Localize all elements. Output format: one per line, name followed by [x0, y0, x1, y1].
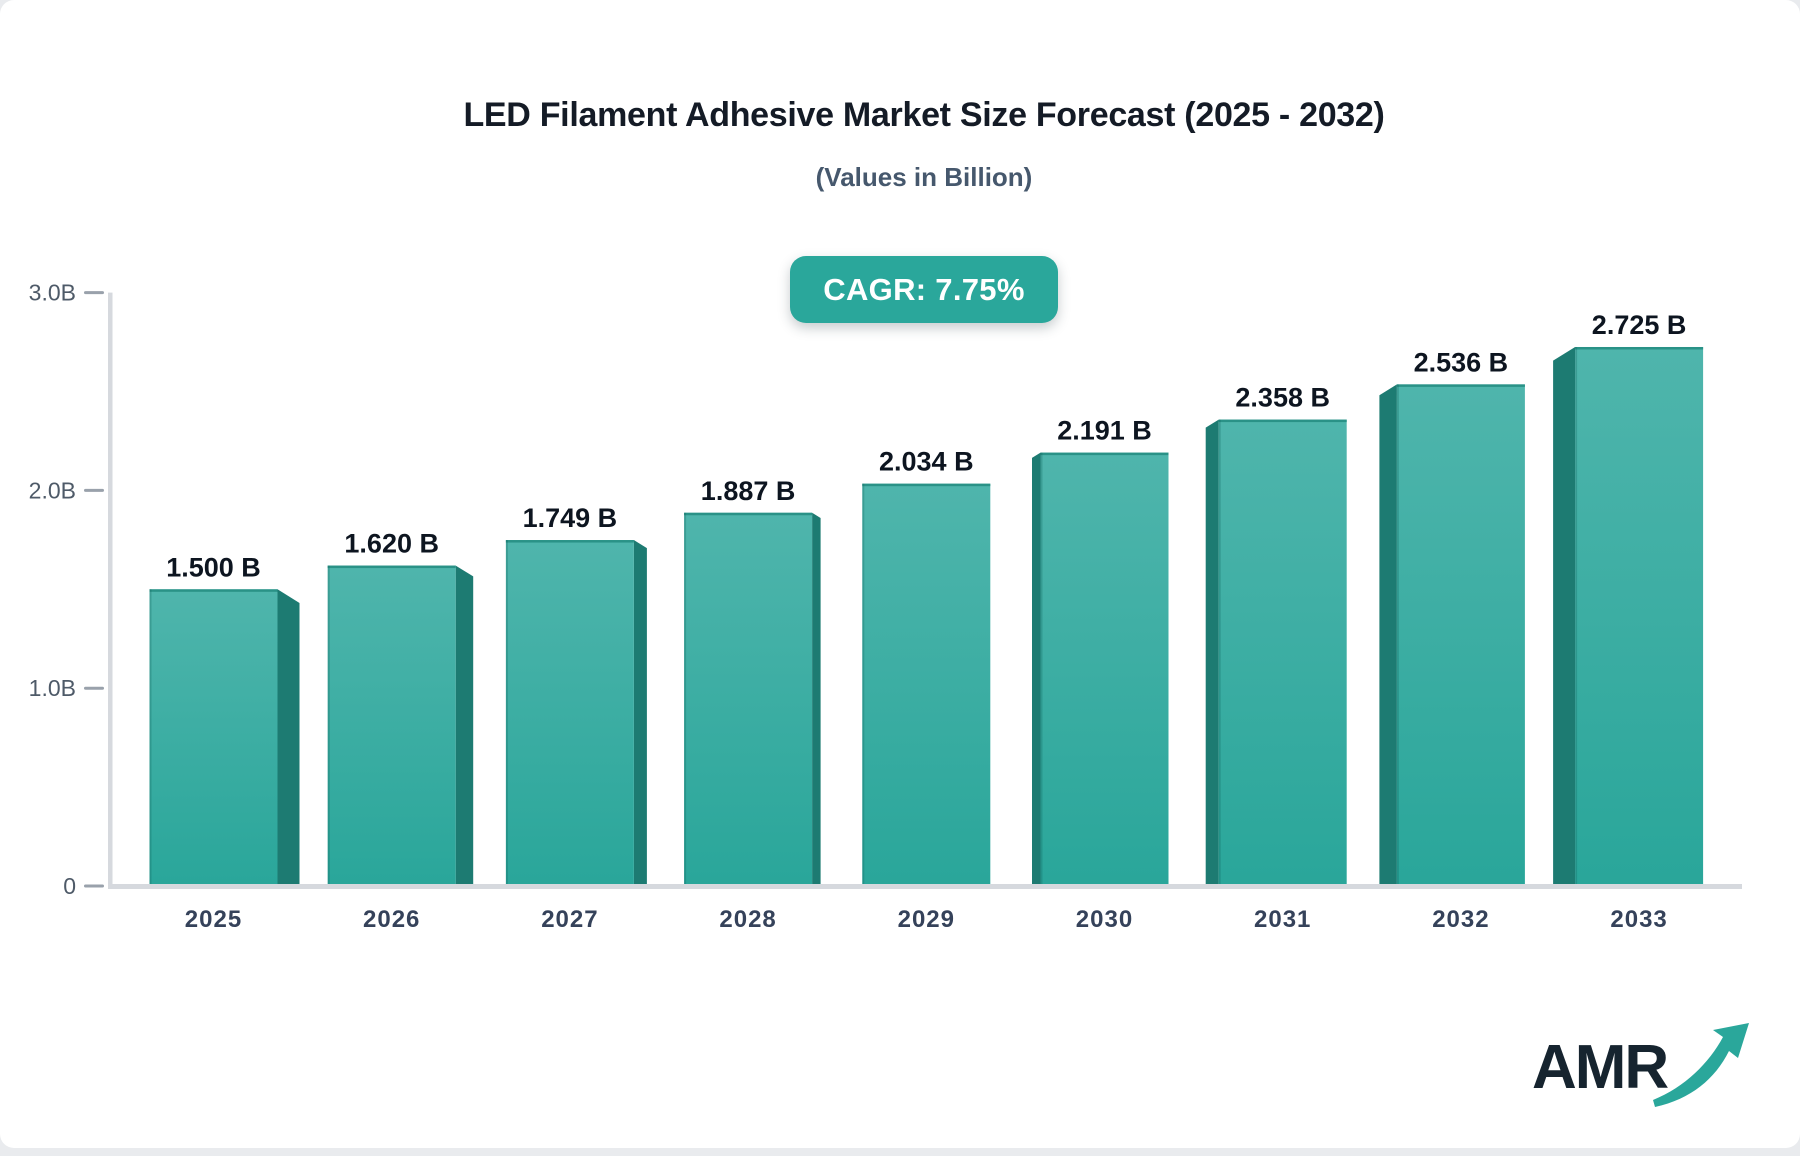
bar-top-edge: [684, 512, 813, 516]
bar-left-edge: [1218, 419, 1221, 889]
y-axis-line: [108, 292, 113, 890]
bar-value-label: 1.887 B: [701, 476, 796, 506]
y-axis-label: 1.0B: [29, 675, 76, 701]
bar-side-face: [1379, 384, 1397, 889]
bar-top-edge: [149, 589, 278, 592]
y-tick-dash: [84, 686, 104, 690]
bar-2030: 2.191 B: [1032, 416, 1169, 889]
y-tick-dash: [84, 488, 104, 492]
bar-face: [1218, 419, 1347, 889]
bar-2031: 2.358 B: [1205, 383, 1347, 889]
bar-face: [505, 540, 634, 889]
x-axis-label: 2033: [1610, 906, 1667, 933]
bar-2025: 1.500 B: [149, 552, 300, 889]
bar-left-edge: [1396, 384, 1399, 889]
bar-top-edge: [505, 540, 634, 543]
bar-side-face: [633, 540, 647, 889]
y-axis-label: 3.0B: [29, 280, 76, 306]
bar-value-label: 2.536 B: [1414, 347, 1509, 377]
bar-face: [1040, 452, 1169, 889]
bar-value-label: 2.034 B: [879, 447, 974, 477]
bar-face: [1575, 346, 1704, 889]
bar-face: [862, 483, 991, 889]
bar-value-label: 2.358 B: [1235, 383, 1330, 413]
bar-2033: 2.725 B: [1553, 310, 1704, 889]
bar-2028: 1.887 B: [684, 476, 821, 889]
bar-top-edge: [1575, 346, 1704, 350]
amr-logo-text: AMR: [1532, 1033, 1669, 1102]
x-axis-label: 2026: [363, 906, 420, 933]
amr-logo: AMR: [1532, 1023, 1765, 1108]
bar-top-edge: [1396, 384, 1525, 387]
chart-subtitle: (Values in Billion): [815, 162, 1033, 192]
y-tick-dash: [84, 884, 104, 888]
bar-2026: 1.620 B: [327, 529, 474, 889]
bar-left-edge: [1040, 452, 1043, 889]
bar-value-label: 1.749 B: [523, 503, 618, 533]
x-axis-label: 2029: [898, 906, 955, 933]
bar-face: [327, 565, 456, 889]
chart-title: LED Filament Adhesive Market Size Foreca…: [463, 96, 1385, 134]
bar-top-edge: [1218, 419, 1347, 423]
bar-side-face: [1032, 452, 1041, 889]
bar-left-edge: [505, 540, 508, 889]
bar-face: [684, 512, 813, 889]
bar-left-edge: [149, 589, 152, 889]
x-axis-label: 2025: [185, 906, 242, 933]
bar-left-edge: [862, 483, 865, 889]
bar-left-edge: [1575, 346, 1578, 889]
x-axis-label: 2032: [1432, 906, 1489, 933]
bar-top-edge: [327, 565, 456, 569]
bar-face: [1396, 384, 1525, 889]
bar-top-edge: [1040, 452, 1169, 456]
x-axis-label: 2031: [1254, 906, 1311, 933]
cagr-badge: CAGR: 7.75%: [790, 256, 1058, 323]
bar-value-label: 1.620 B: [344, 529, 439, 559]
bar-2027: 1.749 B: [505, 503, 647, 889]
bar-value-label: 2.725 B: [1592, 310, 1687, 340]
x-axis-label: 2027: [541, 906, 598, 933]
bar-side-face: [1205, 419, 1219, 889]
x-axis-label: 2030: [1076, 906, 1133, 933]
y-axis-label: 2.0B: [29, 477, 76, 503]
bar-value-label: 2.191 B: [1057, 416, 1152, 446]
bar-side-face: [277, 589, 300, 889]
cagr-badge-label: CAGR: 7.75%: [823, 271, 1025, 307]
bar-side-face: [1553, 346, 1576, 889]
bar-2032: 2.536 B: [1379, 347, 1525, 889]
bar-left-edge: [327, 565, 330, 889]
y-tick-dash: [84, 291, 104, 295]
bar-left-edge: [684, 512, 687, 889]
y-axis-label: 0: [63, 873, 76, 899]
bar-side-face: [812, 512, 821, 889]
growth-arrow-icon: [1653, 1023, 1750, 1107]
bar-value-label: 1.500 B: [166, 552, 261, 582]
bar-top-edge: [862, 483, 991, 487]
x-axis-line: [108, 884, 1742, 889]
bar-face: [149, 589, 278, 889]
bar-side-face: [455, 565, 474, 889]
x-axis-label: 2028: [719, 906, 776, 933]
bar-2029: 2.034 B: [862, 447, 991, 889]
